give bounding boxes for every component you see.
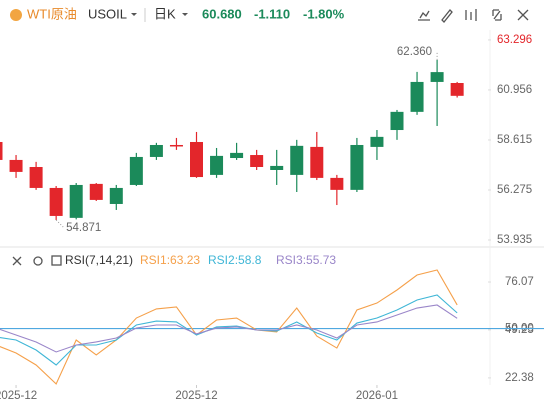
legend-entry: RSI3:55.73 bbox=[276, 253, 336, 267]
candle-body bbox=[49, 187, 63, 216]
candle-body bbox=[290, 145, 304, 175]
candle-body bbox=[190, 141, 203, 178]
toolbar bbox=[418, 9, 529, 23]
settings[interactable] bbox=[33, 256, 43, 266]
draw-tool[interactable] bbox=[418, 10, 430, 21]
candle-body bbox=[270, 165, 284, 170]
close-indicator[interactable] bbox=[12, 256, 22, 266]
high-label: 62.360 bbox=[397, 46, 432, 58]
x-tick-label: 2026-01 bbox=[356, 390, 398, 402]
y-tick-label: 58.615 bbox=[497, 134, 532, 146]
legend-name: RSI1 bbox=[140, 253, 167, 267]
dropdown-arrow[interactable] bbox=[131, 13, 137, 16]
low-marker bbox=[55, 219, 65, 229]
x-tick-label: 2025-12 bbox=[175, 390, 217, 402]
y-tick-label: 60.956 bbox=[497, 84, 532, 96]
candle-body bbox=[330, 177, 344, 190]
candle-body bbox=[149, 144, 163, 157]
y-tick-label: 56.275 bbox=[497, 184, 532, 196]
candle-body bbox=[370, 136, 384, 147]
indicator-label: RSI(7,14,21) bbox=[65, 253, 133, 267]
candle-body bbox=[230, 152, 244, 159]
candle-body bbox=[390, 111, 404, 131]
pen-tool[interactable] bbox=[441, 9, 453, 23]
change: -1.110 bbox=[254, 6, 290, 21]
legend-separator: : bbox=[235, 253, 238, 267]
legend-entry: RSI1:63.23 bbox=[140, 253, 200, 267]
candle-body bbox=[109, 187, 123, 204]
legend-name: RSI3 bbox=[276, 253, 303, 267]
y-tick-label: 76.07 bbox=[505, 276, 534, 288]
legend-name: RSI2 bbox=[208, 253, 235, 267]
period[interactable]: 日K bbox=[154, 6, 176, 21]
price: 60.680 bbox=[202, 6, 242, 21]
candle-body bbox=[410, 81, 424, 112]
x-tick-label: 2025-12 bbox=[0, 390, 37, 402]
candle-body bbox=[450, 83, 464, 96]
candle-body bbox=[0, 141, 3, 160]
rsi-line bbox=[0, 269, 458, 385]
candle-body bbox=[29, 166, 43, 188]
toggle[interactable] bbox=[51, 255, 62, 266]
dropdown-arrow[interactable] bbox=[182, 13, 188, 16]
indicator-tool[interactable] bbox=[465, 9, 477, 21]
candle-body bbox=[69, 184, 83, 218]
candle-body bbox=[9, 159, 23, 172]
legend-entry: RSI2:58.8 bbox=[208, 253, 262, 267]
candle-body bbox=[310, 146, 324, 178]
candle-body bbox=[250, 155, 264, 167]
y-tick-label: 22.38 bbox=[505, 372, 534, 384]
change-percent: -1.80% bbox=[303, 6, 345, 21]
legend-separator: : bbox=[303, 253, 306, 267]
low-label: 54.871 bbox=[66, 222, 101, 234]
rsi-line bbox=[0, 294, 458, 366]
legend-value: 58.8 bbox=[238, 253, 262, 267]
legend-separator: : bbox=[167, 253, 170, 267]
y-tick-label: 49.25 bbox=[505, 324, 534, 336]
y-tick-label: 63.296 bbox=[497, 34, 532, 46]
rsi-line bbox=[0, 304, 458, 353]
symbol-icon[interactable] bbox=[10, 9, 22, 21]
candle-body bbox=[350, 144, 364, 190]
candle-body bbox=[89, 183, 103, 200]
legend-value: 55.73 bbox=[306, 253, 336, 267]
y-tick-label: 53.935 bbox=[497, 234, 532, 246]
instrument-name[interactable]: WTI原油 bbox=[27, 6, 77, 21]
symbol[interactable]: USOIL bbox=[88, 6, 127, 21]
candle-body bbox=[430, 72, 444, 82]
fullscreen[interactable] bbox=[492, 9, 502, 21]
candle-body bbox=[210, 155, 224, 175]
candle-body bbox=[169, 144, 183, 147]
candle-body bbox=[129, 156, 143, 185]
close[interactable] bbox=[517, 9, 529, 21]
legend-value: 63.23 bbox=[170, 253, 200, 267]
